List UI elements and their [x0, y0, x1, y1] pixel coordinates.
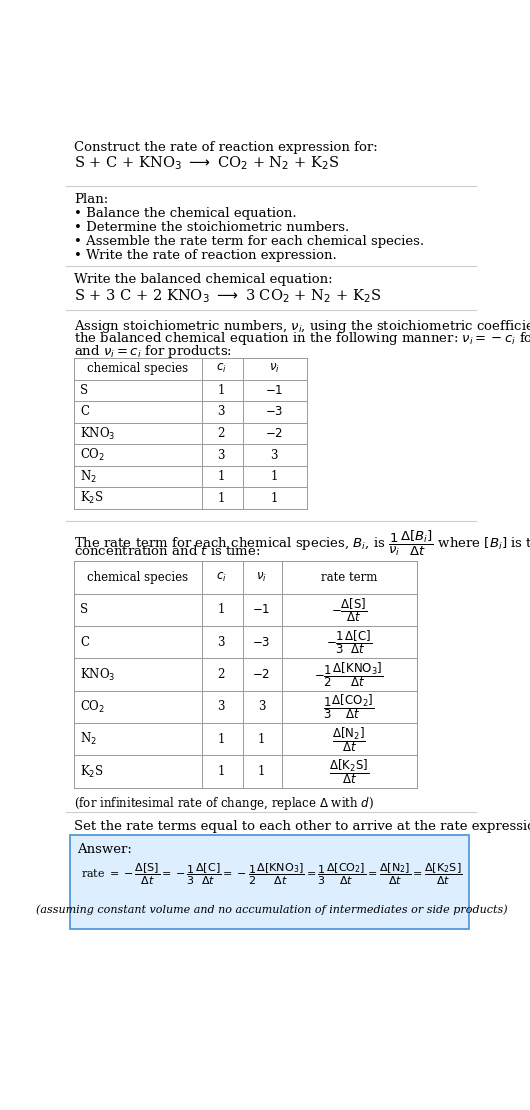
Text: S + C + KNO$_3$ $\longrightarrow$ CO$_2$ + N$_2$ + K$_2$S: S + C + KNO$_3$ $\longrightarrow$ CO$_2$… [74, 154, 340, 172]
Text: $-3$: $-3$ [252, 636, 271, 648]
Text: 2: 2 [217, 427, 225, 440]
Text: Answer:: Answer: [77, 844, 132, 856]
Text: $-\dfrac{\Delta[\mathrm{S}]}{\Delta t}$: $-\dfrac{\Delta[\mathrm{S}]}{\Delta t}$ [331, 596, 367, 624]
Text: chemical species: chemical species [87, 362, 188, 375]
Text: 1: 1 [217, 492, 225, 505]
Text: $c_i$: $c_i$ [216, 571, 227, 584]
Text: $-\dfrac{1}{2}\dfrac{\Delta[\mathrm{KNO_3}]}{\Delta t}$: $-\dfrac{1}{2}\dfrac{\Delta[\mathrm{KNO_… [314, 660, 384, 689]
Text: KNO$_3$: KNO$_3$ [80, 425, 116, 442]
Text: C: C [80, 636, 89, 648]
Text: and $\nu_i = c_i$ for products:: and $\nu_i = c_i$ for products: [74, 343, 232, 360]
Text: S: S [80, 604, 89, 616]
Text: • Balance the chemical equation.: • Balance the chemical equation. [74, 208, 297, 220]
Text: K$_2$S: K$_2$S [80, 491, 104, 506]
Text: Write the balanced chemical equation:: Write the balanced chemical equation: [74, 273, 333, 286]
Text: N$_2$: N$_2$ [80, 731, 97, 747]
Text: (assuming constant volume and no accumulation of intermediates or side products): (assuming constant volume and no accumul… [36, 905, 507, 916]
Text: rate term: rate term [321, 571, 377, 584]
Text: 3: 3 [217, 405, 225, 418]
Text: concentration and $t$ is time:: concentration and $t$ is time: [74, 544, 260, 558]
Text: 2: 2 [217, 668, 225, 682]
Text: Plan:: Plan: [74, 193, 108, 206]
Text: the balanced chemical equation in the following manner: $\nu_i = -c_i$ for react: the balanced chemical equation in the fo… [74, 331, 530, 347]
Text: 1: 1 [217, 604, 225, 616]
Text: 1: 1 [270, 471, 278, 483]
Text: $-1$: $-1$ [265, 384, 283, 397]
Text: S: S [80, 384, 89, 397]
Text: $-1$: $-1$ [252, 604, 271, 616]
Text: 3: 3 [258, 700, 266, 714]
Text: $-3$: $-3$ [265, 405, 283, 418]
Text: $\dfrac{\Delta[\mathrm{N_2}]}{\Delta t}$: $\dfrac{\Delta[\mathrm{N_2}]}{\Delta t}$ [332, 725, 366, 754]
Text: $c_i$: $c_i$ [216, 362, 227, 375]
Text: 3: 3 [217, 448, 225, 462]
Text: KNO$_3$: KNO$_3$ [80, 666, 116, 683]
Text: $\nu_i$: $\nu_i$ [256, 571, 267, 584]
Text: S + 3 C + 2 KNO$_3$ $\longrightarrow$ 3 CO$_2$ + N$_2$ + K$_2$S: S + 3 C + 2 KNO$_3$ $\longrightarrow$ 3 … [74, 287, 382, 305]
Text: 1: 1 [217, 733, 225, 746]
Text: CO$_2$: CO$_2$ [80, 699, 105, 715]
Text: 3: 3 [217, 700, 225, 714]
Text: chemical species: chemical species [87, 571, 188, 584]
Text: $-2$: $-2$ [252, 668, 271, 682]
Text: K$_2$S: K$_2$S [80, 764, 104, 779]
Text: 1: 1 [258, 765, 265, 778]
Text: Construct the rate of reaction expression for:: Construct the rate of reaction expressio… [74, 141, 378, 154]
Text: 3: 3 [270, 448, 278, 462]
Text: CO$_2$: CO$_2$ [80, 447, 105, 463]
Text: • Assemble the rate term for each chemical species.: • Assemble the rate term for each chemic… [74, 235, 424, 248]
Text: $-\dfrac{1}{3}\dfrac{\Delta[\mathrm{C}]}{\Delta t}$: $-\dfrac{1}{3}\dfrac{\Delta[\mathrm{C}]}… [326, 628, 372, 656]
Text: Set the rate terms equal to each other to arrive at the rate expression:: Set the rate terms equal to each other t… [74, 820, 530, 832]
Text: • Write the rate of reaction expression.: • Write the rate of reaction expression. [74, 249, 337, 262]
Text: 1: 1 [270, 492, 278, 505]
Text: $-2$: $-2$ [265, 427, 283, 440]
Text: $\dfrac{\Delta[\mathrm{K_2S}]}{\Delta t}$: $\dfrac{\Delta[\mathrm{K_2S}]}{\Delta t}… [329, 757, 369, 786]
Text: N$_2$: N$_2$ [80, 468, 97, 485]
Text: C: C [80, 405, 89, 418]
Text: Assign stoichiometric numbers, $\nu_i$, using the stoichiometric coefficients, $: Assign stoichiometric numbers, $\nu_i$, … [74, 317, 530, 335]
Text: 1: 1 [217, 471, 225, 483]
Text: (for infinitesimal rate of change, replace $\Delta$ with $d$): (for infinitesimal rate of change, repla… [74, 796, 374, 813]
Text: 1: 1 [258, 733, 265, 746]
Text: $\nu_i$: $\nu_i$ [269, 362, 279, 375]
Text: 1: 1 [217, 765, 225, 778]
Text: The rate term for each chemical species, $B_i$, is $\dfrac{1}{\nu_i}\dfrac{\Delt: The rate term for each chemical species,… [74, 529, 530, 558]
Bar [70, 836, 469, 929]
Text: 3: 3 [217, 636, 225, 648]
Text: $\dfrac{1}{3}\dfrac{\Delta[\mathrm{CO_2}]}{\Delta t}$: $\dfrac{1}{3}\dfrac{\Delta[\mathrm{CO_2}… [323, 693, 375, 722]
Text: rate $= -\dfrac{\Delta[\mathrm{S}]}{\Delta t} = -\dfrac{1}{3}\dfrac{\Delta[\math: rate $= -\dfrac{\Delta[\mathrm{S}]}{\Del… [81, 861, 462, 887]
Text: 1: 1 [217, 384, 225, 397]
Text: • Determine the stoichiometric numbers.: • Determine the stoichiometric numbers. [74, 221, 349, 234]
